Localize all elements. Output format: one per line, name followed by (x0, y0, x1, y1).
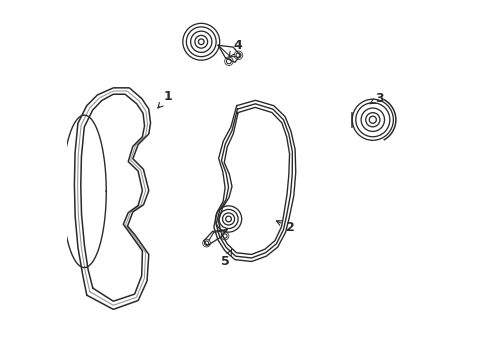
Text: 1: 1 (158, 90, 172, 108)
Text: 3: 3 (369, 92, 383, 105)
Text: 4: 4 (228, 39, 241, 57)
Text: 5: 5 (220, 250, 231, 268)
Text: 2: 2 (276, 221, 294, 234)
